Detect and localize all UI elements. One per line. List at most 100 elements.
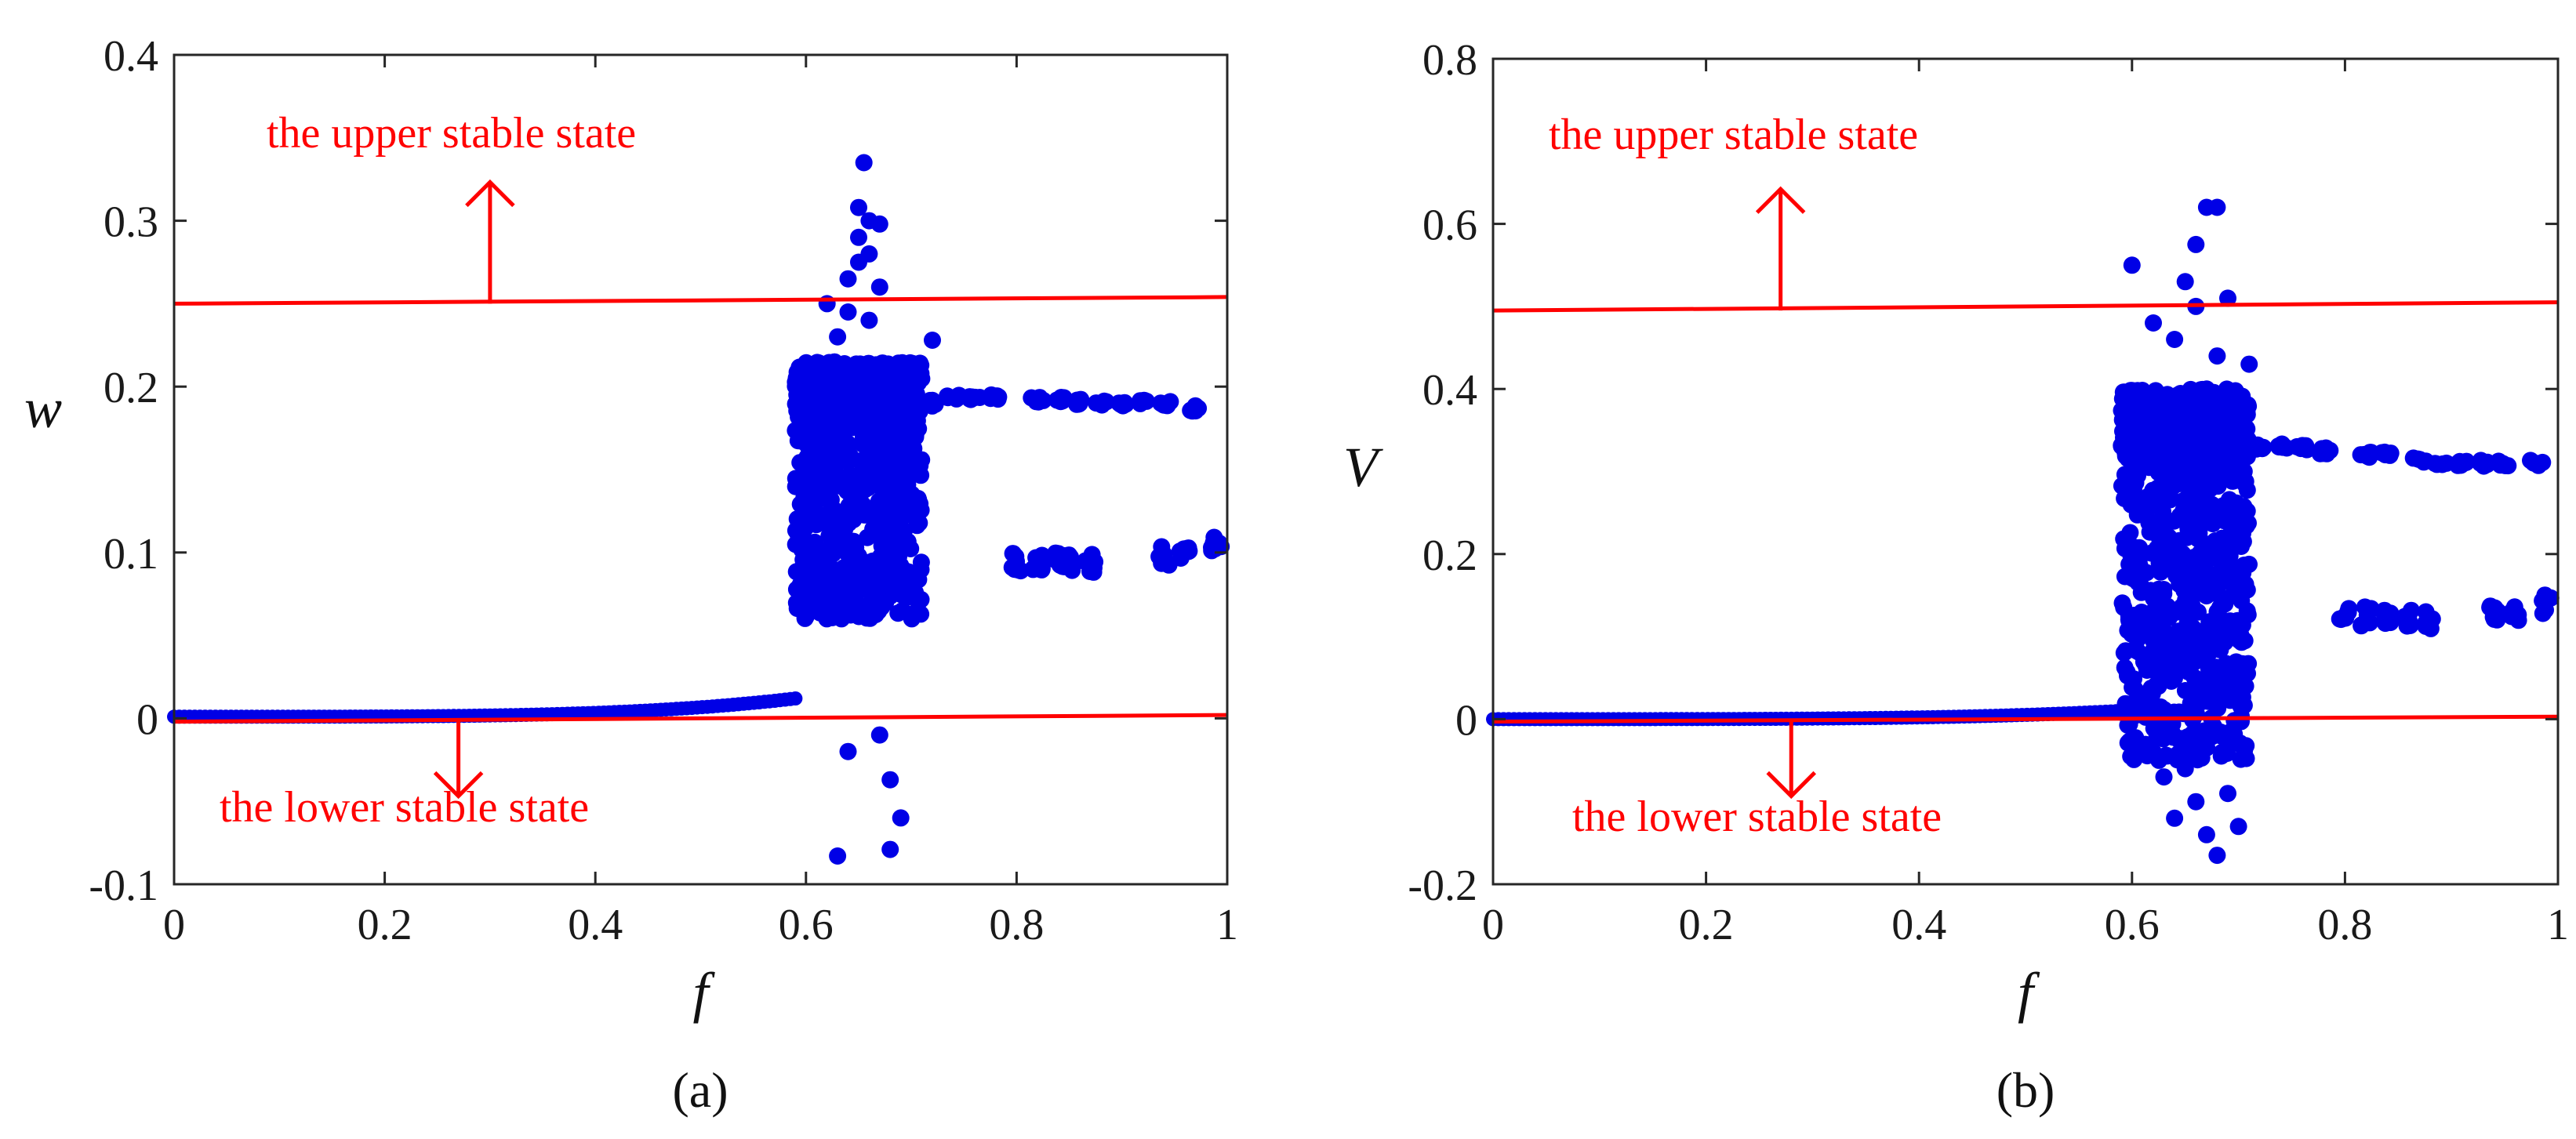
data-point	[839, 270, 857, 288]
data-point	[2158, 747, 2176, 765]
data-point	[1210, 535, 1228, 553]
data-point	[829, 328, 847, 346]
data-point	[2360, 602, 2378, 620]
data-point	[2228, 713, 2246, 731]
data-point	[2237, 749, 2255, 767]
x-tick-label: 0.2	[358, 901, 412, 949]
arrow-up-icon	[465, 179, 515, 304]
data-point	[883, 579, 901, 597]
data-point	[2197, 825, 2215, 843]
data-point	[2125, 481, 2142, 499]
y-tick-label: 0	[136, 695, 158, 744]
x-tick-label: 0.8	[989, 901, 1044, 949]
data-point	[1008, 553, 1026, 571]
reference-line-upper	[173, 295, 1228, 306]
annotation-lower-stable-state: the lower stable state	[1572, 793, 1942, 841]
x-tick-label: 0.6	[2105, 901, 2160, 949]
data-point	[2208, 603, 2226, 621]
scatter-series	[167, 154, 1230, 865]
data-point	[787, 369, 805, 387]
data-point	[2145, 743, 2162, 761]
data-point	[2138, 507, 2156, 525]
data-point	[2139, 488, 2157, 506]
data-point	[2179, 587, 2197, 605]
data-point	[2352, 446, 2370, 464]
data-point	[2140, 408, 2158, 426]
data-point	[2141, 523, 2159, 541]
data-point	[2235, 696, 2253, 714]
data-point	[2192, 448, 2210, 466]
data-point	[2419, 615, 2437, 632]
data-point	[2193, 749, 2211, 767]
data-point	[2150, 554, 2168, 571]
data-point	[840, 497, 858, 515]
panel-label: (b)	[1996, 1062, 2055, 1118]
data-point	[2166, 809, 2184, 827]
data-point	[852, 482, 870, 500]
data-point	[1138, 392, 1155, 410]
data-point	[2140, 626, 2158, 644]
data-point	[841, 606, 859, 624]
y-tick-label: 0.6	[1422, 201, 1477, 250]
data-point	[901, 448, 919, 466]
data-point	[839, 742, 857, 760]
data-point	[836, 405, 854, 423]
data-point	[2170, 457, 2188, 475]
data-point	[816, 565, 834, 582]
data-point	[2176, 273, 2194, 291]
data-point	[881, 771, 899, 789]
data-point	[839, 453, 857, 471]
x-tick-label: 0.4	[1891, 901, 1946, 949]
data-point	[2117, 408, 2135, 426]
arrow-up-icon	[1755, 186, 1806, 311]
data-point	[2116, 568, 2134, 586]
data-point	[2214, 568, 2233, 586]
data-point	[870, 726, 888, 744]
data-point	[2225, 583, 2243, 601]
y-tick-label: 0.8	[1422, 36, 1477, 85]
data-point	[2196, 424, 2213, 442]
data-point	[2194, 692, 2211, 710]
data-point	[854, 603, 872, 621]
data-point	[2458, 452, 2476, 470]
data-point	[2222, 682, 2240, 700]
data-point	[2202, 633, 2220, 651]
data-point	[2130, 551, 2148, 569]
data-point	[908, 365, 926, 383]
data-point	[1077, 552, 1095, 570]
data-point	[2240, 397, 2258, 415]
data-point	[2239, 665, 2256, 683]
data-point	[870, 278, 888, 296]
chart-panel-b: the upper stable state the lower stable s…	[1343, 36, 2569, 1118]
data-point	[2298, 441, 2316, 459]
data-point	[892, 524, 910, 542]
data-point	[2210, 586, 2228, 604]
axes-frame	[1491, 57, 2560, 886]
data-point	[2217, 385, 2235, 403]
data-point	[885, 495, 903, 513]
data-point	[2376, 612, 2394, 630]
data-point	[1027, 549, 1045, 567]
data-point	[889, 604, 907, 622]
data-point	[850, 198, 867, 216]
data-point	[2196, 726, 2214, 744]
data-point	[2216, 463, 2234, 481]
y-tick-label: 0.4	[104, 32, 158, 81]
reference-line-lower	[1492, 714, 2559, 724]
data-point	[2229, 439, 2246, 457]
data-point	[2151, 430, 2169, 448]
data-point	[2229, 611, 2247, 629]
y-tick-label: 0.2	[104, 364, 158, 412]
data-point	[867, 568, 884, 586]
data-point	[2131, 539, 2149, 557]
data-point	[2155, 768, 2173, 786]
data-point	[2147, 382, 2164, 400]
data-point	[855, 154, 873, 172]
data-point	[850, 228, 867, 246]
data-point	[832, 517, 850, 535]
data-point	[891, 431, 909, 449]
data-point	[807, 587, 825, 605]
y-axis-label: w	[24, 377, 62, 440]
data-point	[2353, 616, 2371, 634]
